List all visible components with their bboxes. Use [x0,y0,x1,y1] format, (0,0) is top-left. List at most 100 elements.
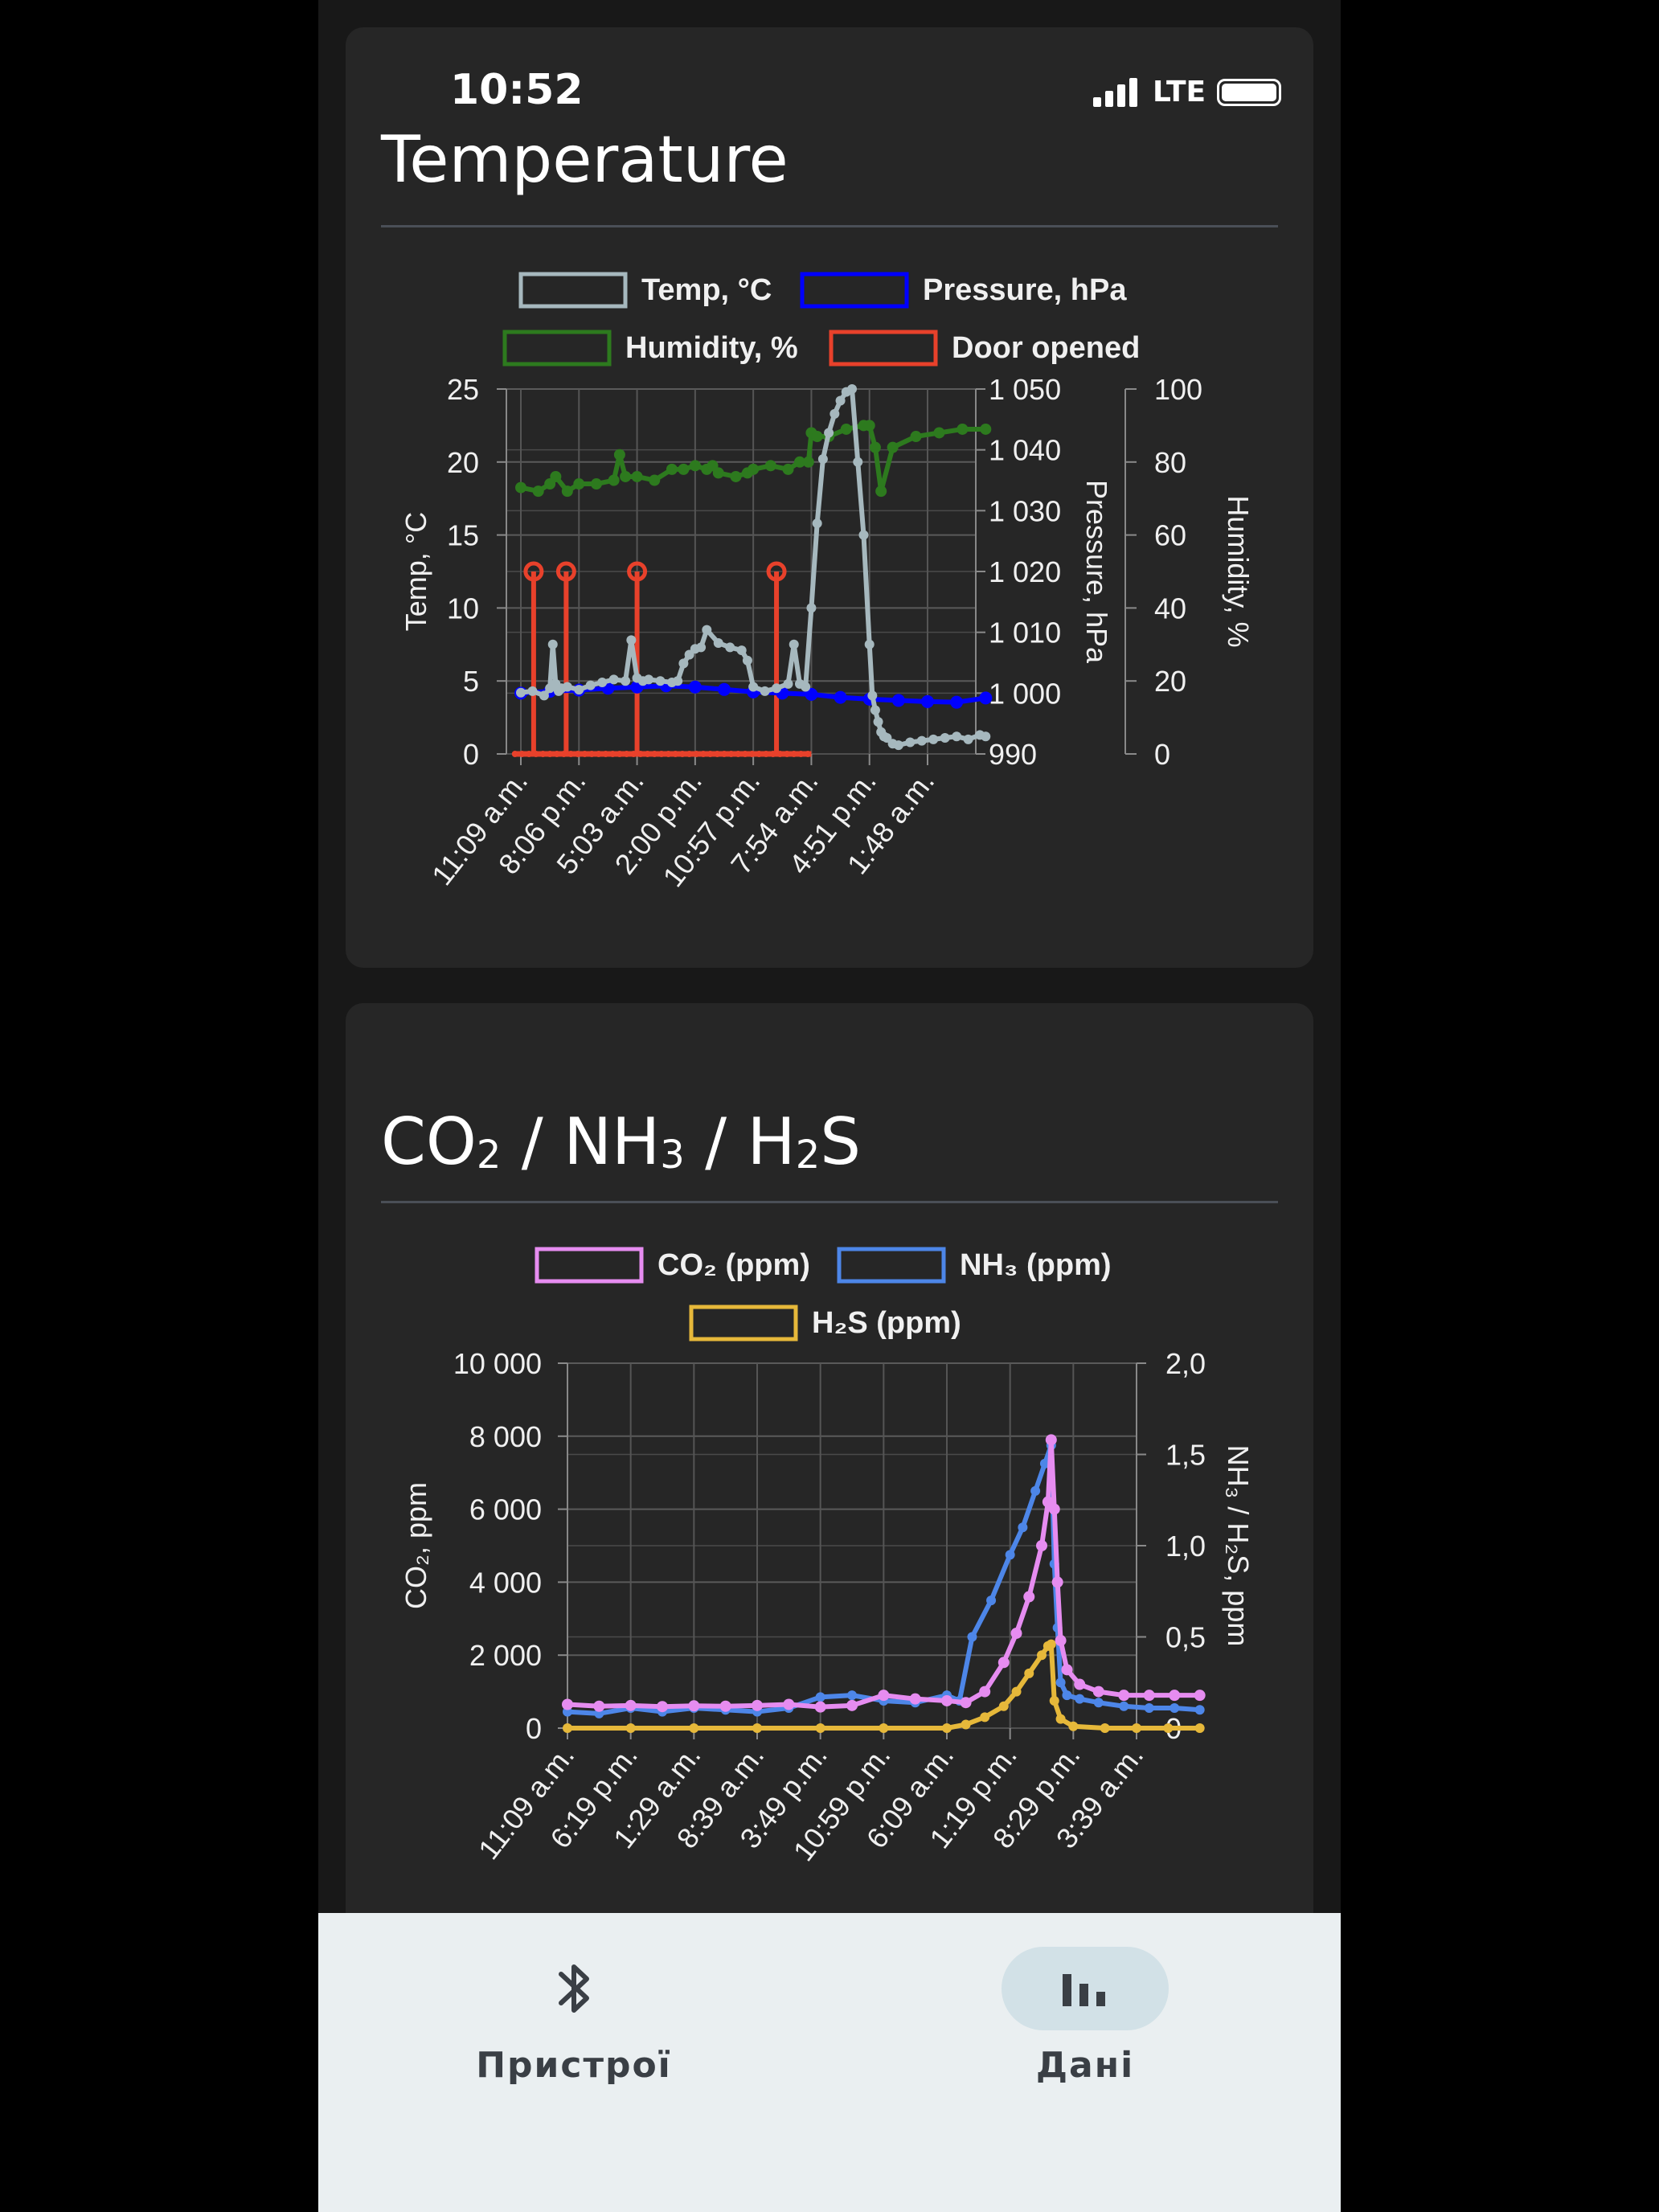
pressure-series-point [718,682,731,696]
co2-series-point [1045,1434,1057,1446]
network-type: LTE [1153,76,1206,109]
temp-series-point [574,685,584,695]
door-baseline-point [567,751,575,757]
nav-item-data[interactable]: Дані [830,1913,1341,2212]
temp-series-point [783,678,793,689]
co2-series-point [1055,1635,1067,1647]
door-baseline-point [784,751,791,757]
temp-series-point [626,635,637,645]
humidity-series-point [875,485,887,498]
co2-series-point [1169,1690,1181,1702]
nh3-series-point [1144,1703,1154,1714]
temp-series-point [916,735,927,746]
temp-series-point [702,625,712,635]
co2-series-point [1118,1690,1130,1702]
humidity-series-point [811,431,823,443]
temp-series-point [981,731,991,742]
humidity-series-point [649,474,661,486]
title-divider [381,1201,1278,1203]
nh3-series-point [815,1692,825,1702]
nav-pill-active [1002,1947,1169,2030]
nav-item-devices[interactable]: Пристрої [318,1913,830,2212]
co2-series-point [960,1697,972,1709]
humidity-series-point [678,463,690,475]
nh3-series-point [1093,1698,1104,1708]
temp-series-point [940,733,950,743]
door-baseline-point [574,751,581,757]
y-left-tick-label: 0 [463,738,479,771]
pressure-series-point [979,691,993,705]
temp-series-point [713,637,723,648]
temp-series-point [678,658,689,669]
temp-series-point [853,457,863,467]
pressure-series-point [950,695,964,709]
temp-series-point [527,686,538,696]
nh3-series-point [986,1596,997,1606]
legend-swatch [689,1305,798,1342]
co2-series-point [1061,1664,1073,1676]
pressure-series-point [688,680,702,694]
temp-series-point [864,639,875,649]
co2-series-point [593,1700,605,1712]
h2s-series-point [1046,1639,1056,1649]
temp-series-point [562,682,572,692]
h2s-series-point [998,1701,1009,1711]
co2-series-point [979,1686,991,1698]
temp-series-point [870,705,880,715]
y-right-tick-label: 1,5 [1165,1439,1206,1472]
temp-series-point [801,682,811,692]
legend-swatch [502,330,612,367]
temp-series-point [748,682,759,692]
co2-series-point [1023,1591,1035,1603]
y-right2-tick-label: 60 [1154,519,1186,552]
title-part: / NH [501,1104,661,1179]
door-baseline-point [595,751,602,757]
pressure-series-point [834,690,847,704]
door-baseline-point [790,751,797,757]
co2-series-point [625,1699,637,1711]
temp-series-point [882,733,892,743]
humidity-series-point [666,463,678,475]
legend-label: Door opened [952,331,1140,365]
humidity-series-point [980,423,992,435]
y-left-tick-label: 15 [447,519,479,552]
co2-series-point [1048,1503,1060,1515]
temp-series-point [817,454,828,465]
humidity-series-point [748,463,760,475]
nav-label-devices: Пристрої [476,2045,672,2086]
co2-series-point [1143,1690,1155,1702]
door-event-point [523,561,544,582]
y-left-tick-label: 8 000 [469,1420,542,1453]
y-left-axis-label: CO₂, ppm [399,1482,432,1609]
temp-series-point [858,530,869,540]
co2-series-point [562,1698,573,1710]
y-left-tick-label: 20 [447,446,479,479]
co2-series-point [719,1700,731,1712]
y-right2-tick-label: 100 [1154,373,1202,406]
co2-series-point [846,1699,858,1711]
door-baseline-point [707,751,714,757]
bottom-navigation: Пристрої Дані [318,1913,1341,2212]
nh3-series-point [1169,1703,1180,1714]
title-subscript: 2 [476,1132,502,1178]
y-right-tick-label: 990 [989,738,1037,771]
humidity-series-point [730,470,742,482]
temp-series-point [963,734,973,744]
legend-label: Pressure, hPa [923,273,1127,307]
battery-icon [1217,78,1282,106]
door-baseline-point [526,751,533,757]
humidity-series-point [590,478,602,490]
co2-series-point [752,1699,763,1711]
temp-series-point [742,655,752,666]
humidity-series-point [712,467,724,479]
door-baseline-point [678,751,686,757]
door-baseline-point [693,751,700,757]
y-right-tick-label: 1 050 [989,373,1061,406]
humidity-series-point [933,427,945,439]
y-left-tick-label: 6 000 [469,1493,542,1526]
temp-series-point [812,518,822,529]
y-right-axis-label: NH₃ / H₂S, ppm [1222,1445,1255,1647]
co2-series-point [878,1690,890,1702]
nh3-series-point [1194,1705,1205,1715]
co2-series-point [814,1701,826,1713]
